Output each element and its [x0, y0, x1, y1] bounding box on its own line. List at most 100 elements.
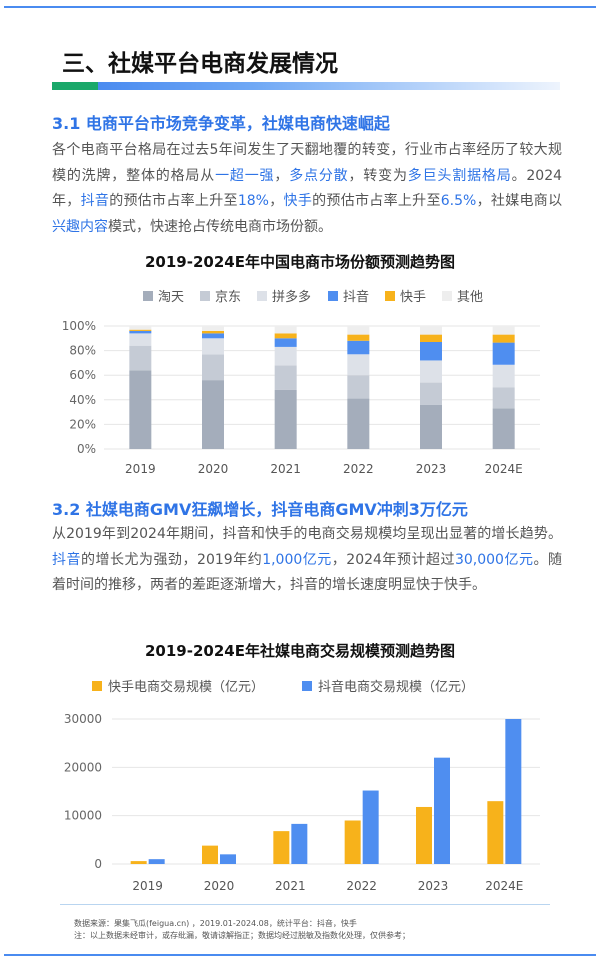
bar-segment: [129, 326, 152, 330]
y-tick-label: 0%: [77, 442, 96, 456]
x-tick-label: 2021: [275, 879, 306, 893]
section-2-paragraph: 从2019年到2024年期间，抖音和快手的电商交易规模均呈现出显著的增长趋势。抖…: [52, 522, 562, 599]
bar-segment: [492, 342, 515, 365]
bar: [148, 859, 165, 864]
section-2-title: 3.2 社媒电商GMV狂飙增长，抖音电商GMV冲刺3万亿元: [52, 500, 468, 519]
gmv-chart: 快手电商交易规模（亿元） 抖音电商交易规模（亿元） 0 10000 20000 30000…: [64, 679, 540, 893]
highlight-text: 抖音: [80, 193, 110, 209]
bar-segment: [347, 326, 370, 335]
bar: [220, 854, 236, 864]
bar-segment: [492, 408, 515, 449]
bar-segment: [202, 380, 224, 449]
bar-segment: [347, 334, 370, 341]
bar-segment: [492, 364, 515, 388]
paragraph-text: ，: [268, 193, 284, 209]
legend-label: 京东: [215, 290, 241, 305]
x-tick-label: 2020: [204, 879, 235, 893]
y-tick-label: 30000: [64, 712, 102, 726]
y-tick-label: 80%: [69, 344, 96, 358]
paragraph-text: 模式，快速抢占传统电商市场份额。: [108, 218, 332, 235]
highlight-text: 1,000亿元: [262, 551, 332, 568]
chart-2-title: 2019-2024E年社媒电商交易规模预测趋势图: [145, 642, 455, 660]
legend-swatch: [200, 291, 210, 301]
paragraph-text: ，2024年预计超过: [331, 551, 455, 568]
highlight-text: 一超一强: [215, 167, 275, 184]
legend-label: 抖音: [343, 289, 369, 305]
market-share-chart: 淘天 京东 拼多多 抖音 快手 其他 0% 20% 40% 60% 80% 100% 2019 2020 2…: [62, 289, 540, 476]
bar-segment: [202, 326, 224, 331]
bar-segment: [420, 382, 442, 405]
legend-swatch: [302, 681, 312, 691]
bar-segment: [202, 338, 224, 355]
chart-1-title: 2019-2024E年中国电商市场份额预测趋势图: [145, 253, 455, 271]
legend-swatch: [442, 291, 452, 301]
bar: [434, 757, 450, 864]
y-tick-label: 10000: [64, 809, 102, 823]
bar-segment: [202, 333, 224, 339]
bar-segment: [420, 341, 442, 361]
bar-segment: [202, 330, 224, 334]
legend-label: 淘天: [158, 290, 184, 305]
bar: [416, 806, 432, 864]
legend-swatch: [257, 291, 267, 301]
paragraph-text: 的预估市占率上升至: [109, 193, 238, 209]
y-tick-label: 20000: [64, 760, 102, 774]
bar-segment: [129, 333, 152, 346]
bar-segment: [274, 389, 297, 449]
paragraph-text: 。随着时间的推移，两者的差距逐渐增大，抖音的增长速度明显快于快手。: [52, 551, 562, 594]
legend-swatch: [92, 681, 102, 691]
bar-segment: [274, 365, 297, 390]
paragraph-text: ，社媒电商以: [476, 193, 563, 209]
paragraph-text: 。2024年，: [52, 167, 563, 210]
footer: 数据来源：果集飞瓜(feigua.cn) ，2019.01-2024.08，统计…: [74, 918, 410, 942]
section-1-paragraph: 各个电商平台格局在过去5年间发生了天翻地覆的转变，行业市占率经历了较大规模的洗牌…: [52, 138, 562, 240]
bar-segment: [202, 354, 224, 381]
bar-segment: [347, 340, 370, 355]
x-tick-label: 2022: [346, 879, 377, 893]
x-tick-label: 2020: [198, 462, 229, 476]
legend-label: 抖音电商交易规模（亿元）: [318, 679, 474, 695]
highlight-text: 抖音: [52, 551, 82, 568]
bar-segment: [274, 326, 297, 334]
bar-segment: [420, 326, 442, 335]
bar: [130, 861, 147, 864]
legend-label: 快手电商交易规模（亿元）: [108, 679, 264, 695]
x-tick-label: 2022: [343, 462, 374, 476]
bar-segment: [129, 370, 152, 449]
highlight-text: 18%: [237, 193, 269, 209]
footer-divider: [60, 904, 550, 905]
bar: [202, 845, 218, 864]
bar: [487, 801, 504, 864]
paragraph-text: ，转变为: [348, 167, 408, 184]
bar-segment: [347, 375, 370, 399]
bar-segment: [347, 398, 370, 449]
bar: [505, 719, 522, 864]
highlight-text: 多点分散: [289, 167, 349, 184]
bar: [291, 823, 308, 864]
highlight-text: 30,000亿元: [454, 551, 534, 568]
highlight-text: 6.5%: [440, 193, 477, 209]
top-border: [4, 6, 596, 8]
y-tick-label: 40%: [69, 393, 96, 407]
y-tick-label: 100%: [62, 319, 96, 333]
x-tick-label: 2019: [125, 462, 156, 476]
highlight-text: 多巨头割据格局: [407, 167, 512, 184]
legend-swatch: [328, 291, 338, 301]
paragraph-text: 的预估市占率上升至: [312, 193, 441, 209]
bottom-border: [4, 954, 596, 956]
y-tick-label: 20%: [69, 417, 96, 431]
x-tick-label: 2023: [416, 462, 447, 476]
section-1-title: 3.1 电商平台市场竞争变革，社媒电商快速崛起: [52, 114, 390, 133]
bar-segment: [129, 330, 152, 334]
x-tick-label: 2024E: [485, 462, 523, 476]
bar: [273, 831, 290, 864]
bar-segment: [492, 387, 515, 409]
page-heading: 三、社媒平台电商发展情况: [62, 51, 338, 77]
heading-underline: [52, 82, 560, 90]
paragraph-text: 从2019年到2024年期间，抖音和快手的电商交易规模均呈现出显著的增长趋势。: [52, 526, 562, 542]
x-tick-label: 2023: [418, 879, 449, 893]
bar-segment: [274, 346, 297, 366]
paragraph-text: 各个电商平台格局在过去5年间发生了天翻地覆的转变，行业市占率经历了较大规模的洗牌…: [52, 142, 562, 184]
legend-swatch: [385, 291, 395, 301]
highlight-text: 快手: [283, 193, 313, 209]
